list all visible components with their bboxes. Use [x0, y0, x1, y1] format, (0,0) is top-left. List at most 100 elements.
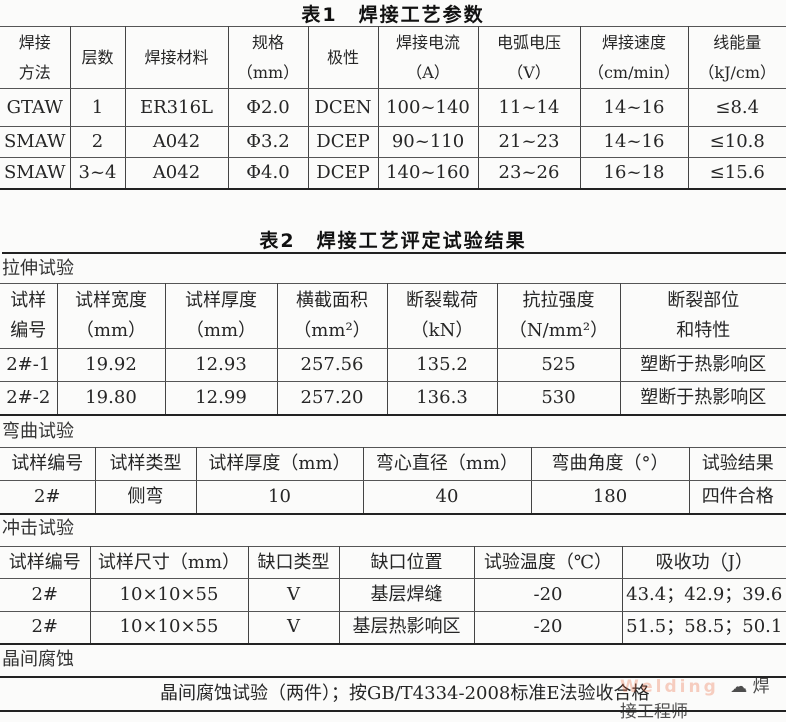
- table-cell: 525: [496, 348, 621, 382]
- corrosion-test-table: 晶间腐蚀试验（两件）；按GB/T4334-2008标准E法验收合格: [0, 676, 786, 712]
- tensile-section-label: 拉伸试验: [2, 252, 786, 284]
- table-row: 2#-2 19.80 12.99 257.20 136.3 530 塑断于热影响区: [0, 381, 786, 416]
- column-header: 焊接速度 （cm/min）: [579, 26, 689, 89]
- table-cell: 2#-1: [0, 348, 58, 382]
- table-cell: 16~18: [579, 157, 689, 190]
- table-cell: Φ4.0: [227, 157, 309, 190]
- table-cell: ≤8.4: [687, 88, 786, 127]
- column-header: 电弧电压 （V）: [477, 26, 581, 89]
- table-cell: 257.20: [276, 381, 388, 416]
- table-cell: 19.80: [56, 381, 166, 416]
- table-cell: 塑断于热影响区: [619, 348, 786, 382]
- impact-test-table: 试样编号 试样尺寸（mm） 缺口类型 缺口位置 试验温度（℃） 吸收功（J） 2# 10×10…: [0, 546, 786, 645]
- table-cell: 530: [496, 381, 621, 416]
- table-cell: 43.4；42.9；39.6: [621, 578, 786, 612]
- table-cell: 基层热影响区: [338, 611, 475, 645]
- column-header: 弯心直径（mm）: [362, 447, 532, 481]
- column-header: 试样厚度 （mm）: [164, 283, 278, 349]
- table-row: 2# 10×10×55 V 基层焊缝 -20 43.4；42.9；39.6: [0, 578, 786, 612]
- column-header: 试验温度（℃）: [473, 546, 623, 579]
- table-cell: V: [247, 578, 340, 612]
- table-cell: 10×10×55: [89, 578, 249, 612]
- table-cell: 基层焊缝: [338, 578, 475, 612]
- table-cell: 10: [195, 480, 364, 515]
- table-cell: 90~110: [377, 126, 479, 158]
- table-cell: -20: [473, 611, 623, 645]
- table-row: 2# 10×10×55 V 基层热影响区 -20 51.5；58.5；50.1: [0, 611, 786, 645]
- table-cell: 12.93: [164, 348, 278, 382]
- table-cell: 11~14: [477, 88, 581, 127]
- table1-title: 表1 焊接工艺参数: [301, 4, 485, 26]
- table-cell: 塑断于热影响区: [619, 381, 786, 416]
- table-cell: GTAW: [0, 88, 71, 127]
- table-cell: 51.5；58.5；50.1: [621, 611, 786, 645]
- table-cell: SMAW: [0, 157, 71, 190]
- table-cell: Φ3.2: [227, 126, 309, 158]
- table-cell: 100~140: [377, 88, 479, 127]
- corrosion-result: 晶间腐蚀试验（两件）；按GB/T4334-2008标准E法验收合格: [0, 676, 786, 712]
- table-cell: 2#: [0, 611, 91, 645]
- table-cell: 14~16: [579, 88, 689, 127]
- table-cell: 23~26: [477, 157, 581, 190]
- column-header: 层数: [69, 26, 126, 89]
- column-header: 断裂载荷 （kN）: [386, 283, 498, 349]
- column-header: 试样尺寸（mm）: [89, 546, 249, 579]
- header-row: 焊接 方法 层数 焊接材料 规格 （mm） 极性 焊接电流 （A） 电弧电压 （V） 焊接速度…: [0, 26, 786, 89]
- table-cell: 侧弯: [94, 480, 197, 515]
- table-cell: 19.92: [56, 348, 166, 382]
- watermark-brand: Welding: [620, 677, 719, 697]
- impact-section-label: 冲击试验: [2, 518, 74, 539]
- column-header: 试样 编号: [0, 283, 58, 349]
- table-cell: ER316L: [124, 88, 229, 127]
- bend-section-label: 弯曲试验: [2, 421, 74, 442]
- table-cell: 12.99: [164, 381, 278, 416]
- table-cell: A042: [124, 157, 229, 190]
- table-cell: DCEP: [307, 126, 379, 158]
- table-cell: 2#: [0, 480, 96, 515]
- table-cell: 21~23: [477, 126, 581, 158]
- table-row: 2# 侧弯 10 40 180 四件合格: [0, 480, 786, 515]
- column-header: 极性: [307, 26, 379, 89]
- header-row: 试样编号 试样类型 试样厚度（mm） 弯心直径（mm） 弯曲角度（°） 试验结果: [0, 447, 786, 481]
- table2-title: 表2 焊接工艺评定试验结果: [259, 230, 527, 252]
- bend-test-table: 试样编号 试样类型 试样厚度（mm） 弯心直径（mm） 弯曲角度（°） 试验结果 2# 侧弯 1…: [0, 447, 786, 515]
- table-cell: 3~4: [69, 157, 126, 190]
- table-cell: DCEP: [307, 157, 379, 190]
- table-cell: 14~16: [579, 126, 689, 158]
- column-header: 试样类型: [94, 447, 197, 481]
- tensile-test-table: 试样 编号 试样宽度 （mm） 试样厚度 （mm） 横截面积 （mm²） 断裂载荷 （k…: [0, 283, 786, 416]
- table-cell: SMAW: [0, 126, 71, 158]
- column-header: 试样宽度 （mm）: [56, 283, 166, 349]
- table-cell: DCEN: [307, 88, 379, 127]
- column-header: 弯曲角度（°）: [530, 447, 690, 481]
- table-cell: 180: [530, 480, 690, 515]
- column-header: 横截面积 （mm²）: [276, 283, 388, 349]
- header-row: 试样编号 试样尺寸（mm） 缺口类型 缺口位置 试验温度（℃） 吸收功（J）: [0, 546, 786, 579]
- table-cell: 136.3: [386, 381, 498, 416]
- table-cell: 135.2: [386, 348, 498, 382]
- table-cell: 1: [69, 88, 126, 127]
- column-header: 缺口类型: [247, 546, 340, 579]
- column-header: 断裂部位 和特性: [619, 283, 786, 349]
- table-row: SMAW 3~4 A042 Φ4.0 DCEP 140~160 23~26 16~18 ≤15.…: [0, 157, 786, 190]
- table-cell: 40: [362, 480, 532, 515]
- watermark: Welding ☁ 焊接工程师: [620, 672, 786, 722]
- table-cell: 140~160: [377, 157, 479, 190]
- column-header: 抗拉强度 （N/mm²）: [496, 283, 621, 349]
- table-cell: ≤15.6: [687, 157, 786, 190]
- wechat-icon: ☁: [730, 677, 748, 697]
- table-cell: 2#: [0, 578, 91, 612]
- table-cell: A042: [124, 126, 229, 158]
- table-cell: -20: [473, 578, 623, 612]
- table-cell: 四件合格: [688, 480, 786, 515]
- column-header: 焊接电流 （A）: [377, 26, 479, 89]
- table-cell: 2#-2: [0, 381, 58, 416]
- column-header: 焊接 方法: [0, 26, 71, 89]
- column-header: 试样编号: [0, 546, 91, 579]
- column-header: 焊接材料: [124, 26, 229, 89]
- table-row: SMAW 2 A042 Φ3.2 DCEP 90~110 21~23 14~16 ≤10.8: [0, 126, 786, 158]
- table-cell: Φ2.0: [227, 88, 309, 127]
- table-cell: V: [247, 611, 340, 645]
- welding-parameters-table: 焊接 方法 层数 焊接材料 规格 （mm） 极性 焊接电流 （A） 电弧电压 （V） 焊接速度…: [0, 26, 786, 190]
- table-row: GTAW 1 ER316L Φ2.0 DCEN 100~140 11~14 14~16 ≤8.4: [0, 88, 786, 127]
